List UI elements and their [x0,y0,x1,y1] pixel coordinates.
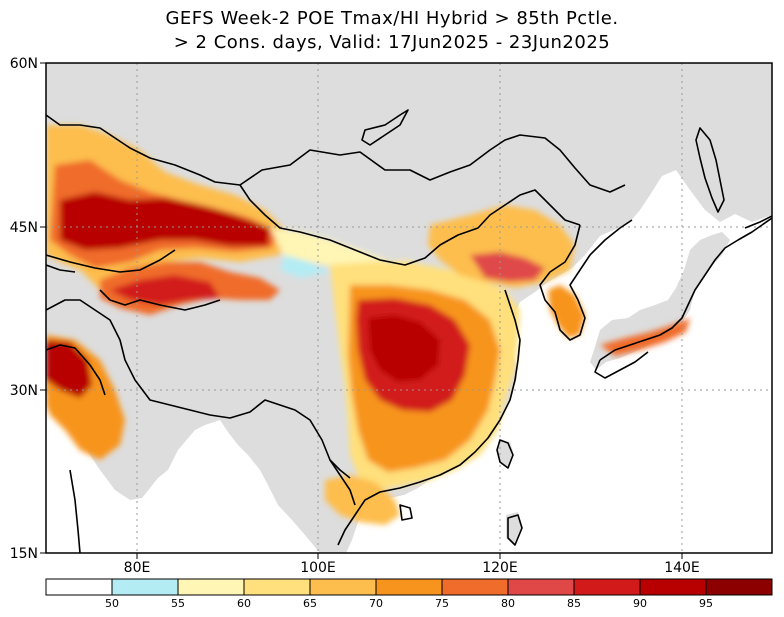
longitude-axis: 80E 100E 120E 140E [124,553,700,576]
lon-label-100e: 100E [300,560,336,576]
colorbar-label: 60 [237,597,251,610]
colorbar-swatch [639,578,707,596]
colorbar-swatch [177,578,245,596]
lat-label-45n: 45N [10,220,38,236]
lon-label-120e: 120E [482,560,518,576]
colorbar-swatch [111,578,179,596]
map-frame [45,62,773,554]
colorbar-label: 95 [699,597,713,610]
colorbar-swatch [375,578,443,596]
colorbar-label: 90 [633,597,647,610]
colorbar-swatch [309,578,377,596]
lon-label-140e: 140E [664,560,700,576]
colorbar-label: 55 [171,597,185,610]
title-line-2: > 2 Cons. days, Valid: 17Jun2025 - 23Jun… [173,32,611,53]
grid-lines [46,63,772,553]
colorbar-swatch [705,578,773,596]
colorbar-label: 75 [435,597,449,610]
country-borders [46,109,772,553]
colorbar-label: 70 [369,597,383,610]
colorbar-swatch [441,578,509,596]
colorbar-swatch [507,578,575,596]
colorbar-label: 50 [105,597,119,610]
colorbar-swatch [243,578,311,596]
colorbar-swatch [573,578,641,596]
colorbar-label: 80 [501,597,515,610]
title-line-1: GEFS Week-2 POE Tmax/HI Hybrid > 85th Pc… [165,8,619,29]
colorbar-label: 85 [567,597,581,610]
probability-shading [46,125,690,525]
latitude-axis: 60N 45N 30N 15N [10,56,46,562]
lat-label-15n: 15N [10,546,38,562]
lat-label-30n: 30N [10,383,38,399]
colorbar-swatch [45,578,113,596]
lon-label-80e: 80E [124,560,151,576]
colorbar: 50 55 60 65 70 75 80 85 90 95 [45,578,773,610]
lat-label-60n: 60N [10,56,38,72]
colorbar-label: 65 [303,597,317,610]
